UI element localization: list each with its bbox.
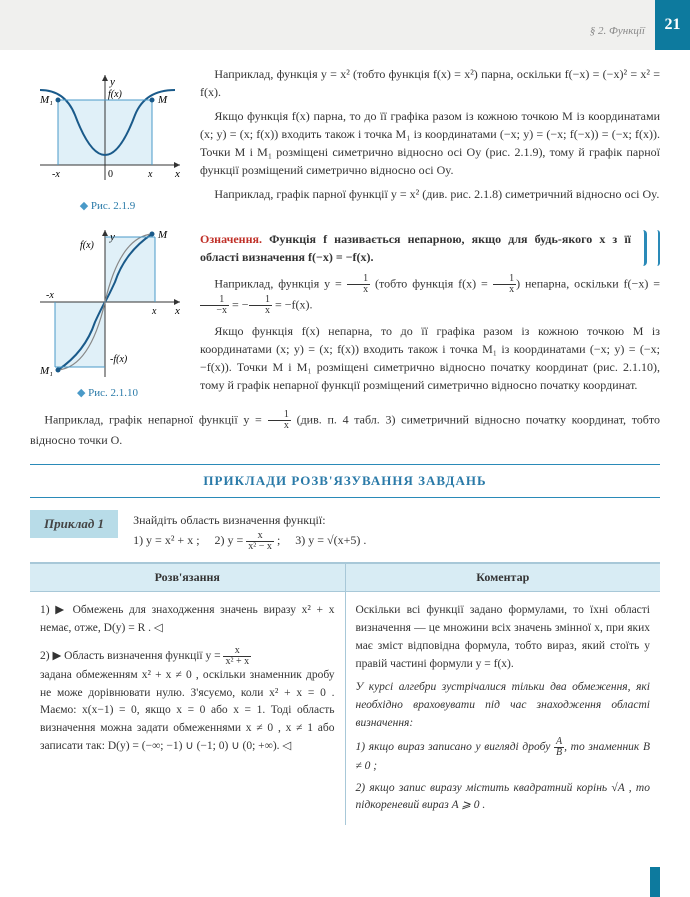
- solution-header: Розв'язання: [30, 564, 345, 592]
- definition-label: Означення.: [200, 232, 262, 246]
- example-prompt: Знайдіть область визначення функції:: [133, 510, 660, 530]
- page-number: 21: [655, 0, 690, 50]
- svg-text:x: x: [174, 168, 180, 180]
- page: § 2. Функції 21 y x: [0, 0, 690, 897]
- comment-header: Коментар: [346, 564, 661, 592]
- comment-body: Оскільки всі функції задано формулами, т…: [346, 592, 661, 825]
- svg-text:f(x): f(x): [108, 89, 123, 100]
- para1: Наприклад, функція y = x² (тобто функція…: [200, 65, 660, 101]
- bracket-icon: [656, 230, 660, 266]
- content: y x M M₁ f(x) -x x 0 Рис. 2.1.9 Наприкла…: [0, 50, 690, 835]
- footer-accent: [650, 867, 660, 897]
- para6: Наприклад, графік непарної функції y = 1…: [30, 410, 660, 449]
- text-block-2: Означення. Функція f називається непарно…: [200, 222, 660, 400]
- section-label: § 2. Функції: [590, 25, 645, 37]
- para5: Якщо функція f(x) непарна, то до її граф…: [200, 322, 660, 394]
- svg-text:-x: -x: [52, 169, 60, 180]
- svg-text:y: y: [109, 231, 115, 243]
- example-body: Знайдіть область визначення функції: 1) …: [133, 510, 660, 552]
- text-block-1: Наприклад, функція y = x² (тобто функція…: [200, 65, 660, 212]
- para2: Якщо функція f(x) парна, то до її графік…: [200, 107, 660, 179]
- para4: Наприклад, функція y = 1x (тобто функція…: [200, 274, 660, 316]
- svg-text:-f(x): -f(x): [110, 354, 128, 365]
- solution-table: Розв'язання 1) ▶ Обмежень для знаходженн…: [30, 562, 660, 825]
- solution-body: 1) ▶ Обмежень для знаходження значень ви…: [30, 592, 345, 766]
- example-1: Приклад 1 Знайдіть область визначення фу…: [30, 510, 660, 552]
- svg-text:y: y: [109, 76, 115, 88]
- even-function-graph: y x M M₁ f(x) -x x 0: [30, 65, 185, 195]
- figure-2: y x M M₁ f(x) -f(x) -x x Рис. 2.1.10: [30, 222, 185, 400]
- svg-text:M₁: M₁: [39, 365, 53, 377]
- comment-col: Коментар Оскільки всі функції задано фор…: [346, 564, 661, 825]
- svg-text:-x: -x: [46, 290, 54, 301]
- com-p2: У курсі алгебри зустрічалися тільки два …: [356, 679, 651, 732]
- row-fig2: y x M M₁ f(x) -f(x) -x x Рис. 2.1.10 Озн…: [30, 222, 660, 400]
- svg-text:f(x): f(x): [80, 240, 95, 251]
- rule: [30, 497, 660, 498]
- sol-p2: 2) ▶ Область визначення функції y = xx² …: [40, 646, 335, 756]
- svg-text:M: M: [157, 229, 168, 241]
- fig1-caption: Рис. 2.1.9: [30, 199, 185, 212]
- example-tag: Приклад 1: [30, 510, 118, 538]
- svg-text:x: x: [174, 305, 180, 317]
- com-p1: Оскільки всі функції задано формулами, т…: [356, 602, 651, 673]
- svg-text:x: x: [151, 306, 157, 317]
- para3: Наприклад, графік парної функції y = x² …: [200, 185, 660, 203]
- figure-1: y x M M₁ f(x) -x x 0 Рис. 2.1.9: [30, 65, 185, 212]
- com-p3: 1) якщо вираз записано у вигляді дробу A…: [356, 737, 651, 776]
- odd-function-graph: y x M M₁ f(x) -f(x) -x x: [30, 222, 185, 382]
- definition-text: Означення. Функція f називається непарно…: [200, 230, 631, 266]
- svg-text:M: M: [157, 94, 168, 106]
- row-fig1: y x M M₁ f(x) -x x 0 Рис. 2.1.9 Наприкла…: [30, 65, 660, 212]
- section-title: ПРИКЛАДИ РОЗВ'ЯЗУВАННЯ ЗАВДАНЬ: [30, 465, 660, 497]
- example-items: 1) y = x² + x ; 2) y = xx² − x ; 3) y = …: [133, 530, 660, 552]
- svg-text:x: x: [147, 169, 153, 180]
- solution-col: Розв'язання 1) ▶ Обмежень для знаходженн…: [30, 564, 346, 825]
- fig2-caption: Рис. 2.1.10: [30, 386, 185, 399]
- sol-p1: 1) ▶ Обмежень для знаходження значень ви…: [40, 602, 335, 638]
- definition-box: Означення. Функція f називається непарно…: [200, 230, 660, 266]
- svg-text:M₁: M₁: [39, 94, 53, 106]
- header: § 2. Функції 21: [0, 0, 690, 50]
- bracket-icon: [639, 230, 647, 266]
- svg-text:0: 0: [108, 169, 113, 180]
- com-p4: 2) якщо запис виразу містить квадратний …: [356, 780, 651, 816]
